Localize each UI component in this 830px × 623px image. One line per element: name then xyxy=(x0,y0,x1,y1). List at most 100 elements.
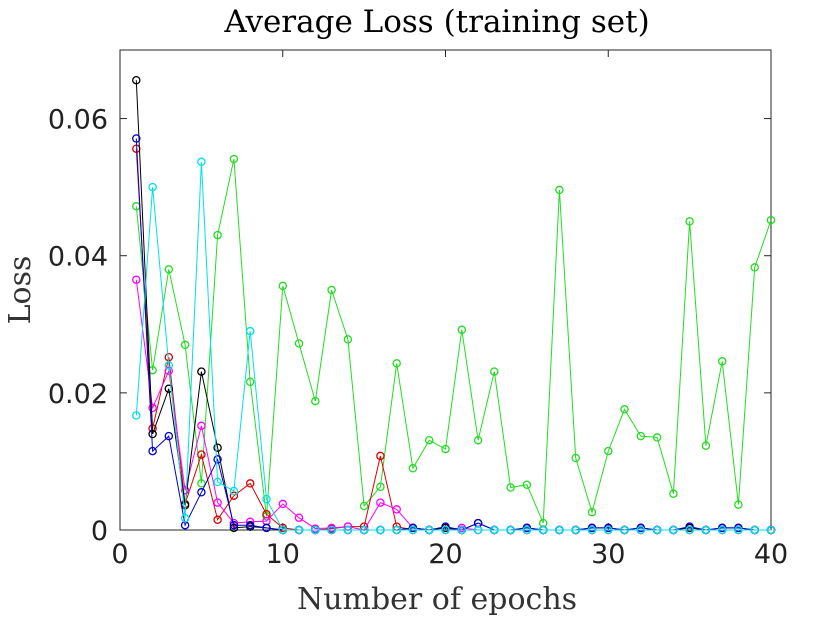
series-line xyxy=(135,161,771,531)
data-point xyxy=(148,403,157,413)
data-point xyxy=(685,525,694,535)
data-point xyxy=(734,525,743,535)
data-point xyxy=(717,525,727,535)
data-point xyxy=(636,525,646,535)
data-point xyxy=(197,488,206,497)
data-point xyxy=(604,525,613,535)
data-point xyxy=(132,75,141,85)
data-point xyxy=(213,455,222,464)
data-point xyxy=(669,489,678,498)
data-point xyxy=(620,405,629,414)
data-point xyxy=(669,525,678,535)
data-point xyxy=(555,185,564,195)
x-tick-label: 30 xyxy=(591,539,625,570)
data-point xyxy=(245,377,255,387)
data-point xyxy=(278,499,288,509)
data-point xyxy=(636,431,646,441)
data-point xyxy=(506,525,515,535)
data-point xyxy=(245,520,255,530)
data-point xyxy=(262,523,271,533)
data-point xyxy=(148,182,157,192)
y-axis-label: Loss xyxy=(3,256,38,325)
data-point xyxy=(197,367,206,376)
data-point xyxy=(164,361,174,370)
data-point xyxy=(750,263,759,272)
data-point xyxy=(180,340,190,350)
data-point xyxy=(506,483,515,492)
series-1 xyxy=(132,154,776,528)
data-point xyxy=(376,482,385,492)
data-point xyxy=(132,411,141,420)
data-point xyxy=(473,435,483,445)
data-point xyxy=(197,450,206,459)
data-point xyxy=(620,525,629,535)
data-point xyxy=(148,446,157,456)
data-point xyxy=(587,525,597,535)
data-point xyxy=(294,525,304,535)
data-point xyxy=(213,443,222,452)
data-point xyxy=(750,525,759,535)
series-6 xyxy=(132,157,776,535)
data-point xyxy=(213,230,222,240)
data-point xyxy=(164,265,174,274)
chart-title: Average Loss (training set) xyxy=(223,4,649,40)
data-point xyxy=(213,477,222,487)
data-point xyxy=(392,525,401,535)
data-point xyxy=(652,433,662,442)
data-point xyxy=(164,431,174,441)
tick-labels: 0 10 20 30 40 0 0.02 0.04 0.06 xyxy=(48,105,788,570)
data-point xyxy=(311,525,320,535)
y-tick-label: 0.04 xyxy=(48,242,108,273)
data-point xyxy=(717,357,727,366)
data-point xyxy=(132,275,141,284)
x-axis-label: Number of epochs xyxy=(297,582,577,617)
data-point xyxy=(522,480,532,489)
data-point xyxy=(262,494,271,504)
data-point xyxy=(376,525,385,535)
data-point xyxy=(408,525,418,535)
data-point xyxy=(180,514,190,523)
series-line xyxy=(135,158,772,524)
data-point xyxy=(392,505,401,514)
data-point xyxy=(164,384,174,393)
data-point xyxy=(213,515,222,524)
y-tick-label: 0.02 xyxy=(48,379,108,410)
data-point xyxy=(213,498,222,507)
data-point xyxy=(766,525,776,535)
data-point xyxy=(587,507,597,517)
data-point xyxy=(408,464,418,473)
data-point xyxy=(343,335,353,344)
data-point xyxy=(229,491,239,500)
data-point xyxy=(490,367,499,376)
data-point xyxy=(424,525,434,535)
data-point xyxy=(522,525,532,535)
data-point xyxy=(555,525,564,535)
x-tick-label: 20 xyxy=(428,539,462,570)
data-point xyxy=(294,339,304,348)
data-point xyxy=(604,446,613,456)
data-point xyxy=(685,217,694,226)
data-point xyxy=(245,326,255,336)
data-point xyxy=(197,157,206,167)
data-point xyxy=(441,444,450,454)
data-point xyxy=(294,513,304,522)
data-point xyxy=(278,281,288,291)
data-point xyxy=(359,525,369,535)
data-point xyxy=(490,525,499,535)
data-point xyxy=(652,525,662,535)
data-point xyxy=(424,435,434,445)
data-point xyxy=(571,453,580,463)
data-point xyxy=(359,501,369,511)
data-point xyxy=(311,396,320,406)
data-point xyxy=(229,520,239,530)
data-point xyxy=(766,215,776,225)
data-point xyxy=(148,429,157,439)
series-layer xyxy=(132,75,776,535)
data-point xyxy=(327,285,336,295)
data-point xyxy=(701,441,711,450)
data-point xyxy=(701,525,711,535)
data-point xyxy=(571,525,580,535)
data-point xyxy=(538,525,548,535)
